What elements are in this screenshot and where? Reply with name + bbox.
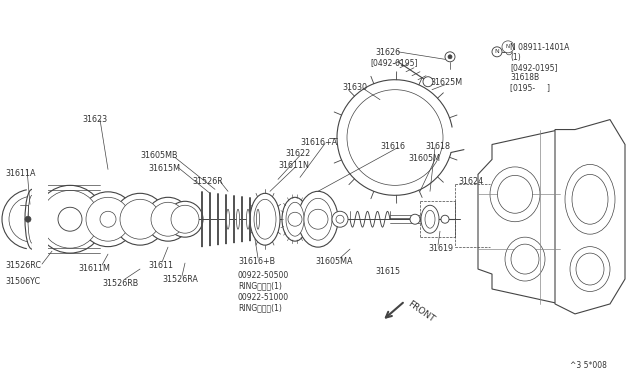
- Circle shape: [347, 90, 443, 185]
- Circle shape: [308, 209, 328, 229]
- Text: 31506YC: 31506YC: [5, 277, 40, 286]
- Text: RINGリング(1): RINGリング(1): [238, 281, 282, 290]
- Ellipse shape: [167, 201, 203, 237]
- Text: [0195-     ]: [0195- ]: [510, 83, 550, 92]
- Text: 31618B: 31618B: [510, 73, 539, 82]
- Ellipse shape: [58, 207, 82, 231]
- Text: 31618: 31618: [425, 141, 450, 151]
- Text: 31615M: 31615M: [148, 164, 180, 173]
- Circle shape: [288, 212, 302, 226]
- Text: 31526R: 31526R: [192, 177, 223, 186]
- Text: 31526RC: 31526RC: [5, 261, 41, 270]
- Circle shape: [492, 47, 502, 57]
- Ellipse shape: [576, 253, 604, 285]
- Ellipse shape: [511, 244, 539, 274]
- Circle shape: [336, 215, 344, 223]
- Text: N: N: [495, 49, 499, 54]
- Circle shape: [410, 214, 420, 224]
- Polygon shape: [555, 119, 625, 314]
- Text: 31611A: 31611A: [5, 169, 35, 179]
- Ellipse shape: [570, 247, 610, 292]
- Text: FRONT: FRONT: [406, 299, 436, 324]
- Circle shape: [423, 77, 433, 87]
- Ellipse shape: [254, 199, 276, 239]
- Ellipse shape: [497, 175, 532, 213]
- Text: 00922-50500: 00922-50500: [238, 271, 289, 280]
- Ellipse shape: [572, 174, 608, 224]
- Ellipse shape: [114, 193, 166, 245]
- Circle shape: [25, 216, 31, 222]
- Ellipse shape: [304, 198, 332, 240]
- Ellipse shape: [28, 195, 36, 243]
- Ellipse shape: [282, 197, 308, 241]
- Circle shape: [506, 49, 512, 55]
- Bar: [32, 185, 48, 254]
- Ellipse shape: [86, 197, 130, 241]
- Text: 31605M: 31605M: [408, 154, 440, 163]
- Ellipse shape: [100, 211, 116, 227]
- Text: 31626: 31626: [375, 48, 400, 57]
- Ellipse shape: [146, 197, 190, 241]
- Ellipse shape: [421, 205, 439, 233]
- Circle shape: [441, 215, 449, 223]
- Ellipse shape: [425, 210, 435, 228]
- Ellipse shape: [490, 167, 540, 222]
- Text: N 08911-1401A: N 08911-1401A: [510, 43, 570, 52]
- Text: 31526RA: 31526RA: [162, 275, 198, 284]
- Text: 31616+B: 31616+B: [238, 257, 275, 266]
- Ellipse shape: [505, 237, 545, 281]
- Ellipse shape: [250, 193, 280, 245]
- Text: (1): (1): [510, 53, 521, 62]
- Ellipse shape: [257, 209, 259, 229]
- Text: 31611: 31611: [148, 261, 173, 270]
- Polygon shape: [478, 129, 570, 304]
- Text: 31619: 31619: [428, 244, 453, 253]
- Text: 31622: 31622: [285, 150, 310, 158]
- Ellipse shape: [565, 164, 615, 234]
- Ellipse shape: [81, 192, 136, 247]
- Text: 31623: 31623: [82, 115, 107, 124]
- Circle shape: [502, 41, 514, 53]
- Text: 31616+A: 31616+A: [300, 138, 337, 147]
- Ellipse shape: [225, 194, 227, 244]
- Ellipse shape: [36, 185, 104, 253]
- Ellipse shape: [246, 209, 250, 229]
- Ellipse shape: [227, 209, 230, 229]
- Text: N: N: [506, 44, 510, 49]
- Text: 31615: 31615: [375, 267, 400, 276]
- Text: RINGリング(1): RINGリング(1): [238, 303, 282, 312]
- Ellipse shape: [209, 192, 211, 246]
- Text: 31616: 31616: [380, 141, 405, 151]
- Text: 31611M: 31611M: [78, 264, 110, 273]
- Ellipse shape: [151, 202, 185, 236]
- Text: 31624: 31624: [458, 177, 483, 186]
- Text: 31611N: 31611N: [278, 161, 309, 170]
- Circle shape: [332, 211, 348, 227]
- Text: 31625M: 31625M: [430, 78, 462, 87]
- Text: 00922-51000: 00922-51000: [238, 293, 289, 302]
- Text: [0492-0195]: [0492-0195]: [370, 58, 417, 67]
- Text: ^3 5*008: ^3 5*008: [570, 361, 607, 370]
- Ellipse shape: [286, 202, 304, 236]
- Ellipse shape: [241, 196, 243, 242]
- Text: 31605MA: 31605MA: [315, 257, 353, 266]
- Text: [0492-0195]: [0492-0195]: [510, 63, 557, 72]
- Text: 31526RB: 31526RB: [102, 279, 138, 288]
- Text: 31630: 31630: [342, 83, 367, 92]
- Ellipse shape: [41, 190, 99, 248]
- Text: 31605MB: 31605MB: [140, 151, 177, 160]
- Ellipse shape: [25, 189, 39, 249]
- Circle shape: [445, 52, 455, 62]
- Ellipse shape: [120, 199, 160, 239]
- Circle shape: [448, 55, 452, 59]
- Ellipse shape: [237, 209, 239, 229]
- Ellipse shape: [298, 191, 338, 247]
- Ellipse shape: [171, 205, 199, 233]
